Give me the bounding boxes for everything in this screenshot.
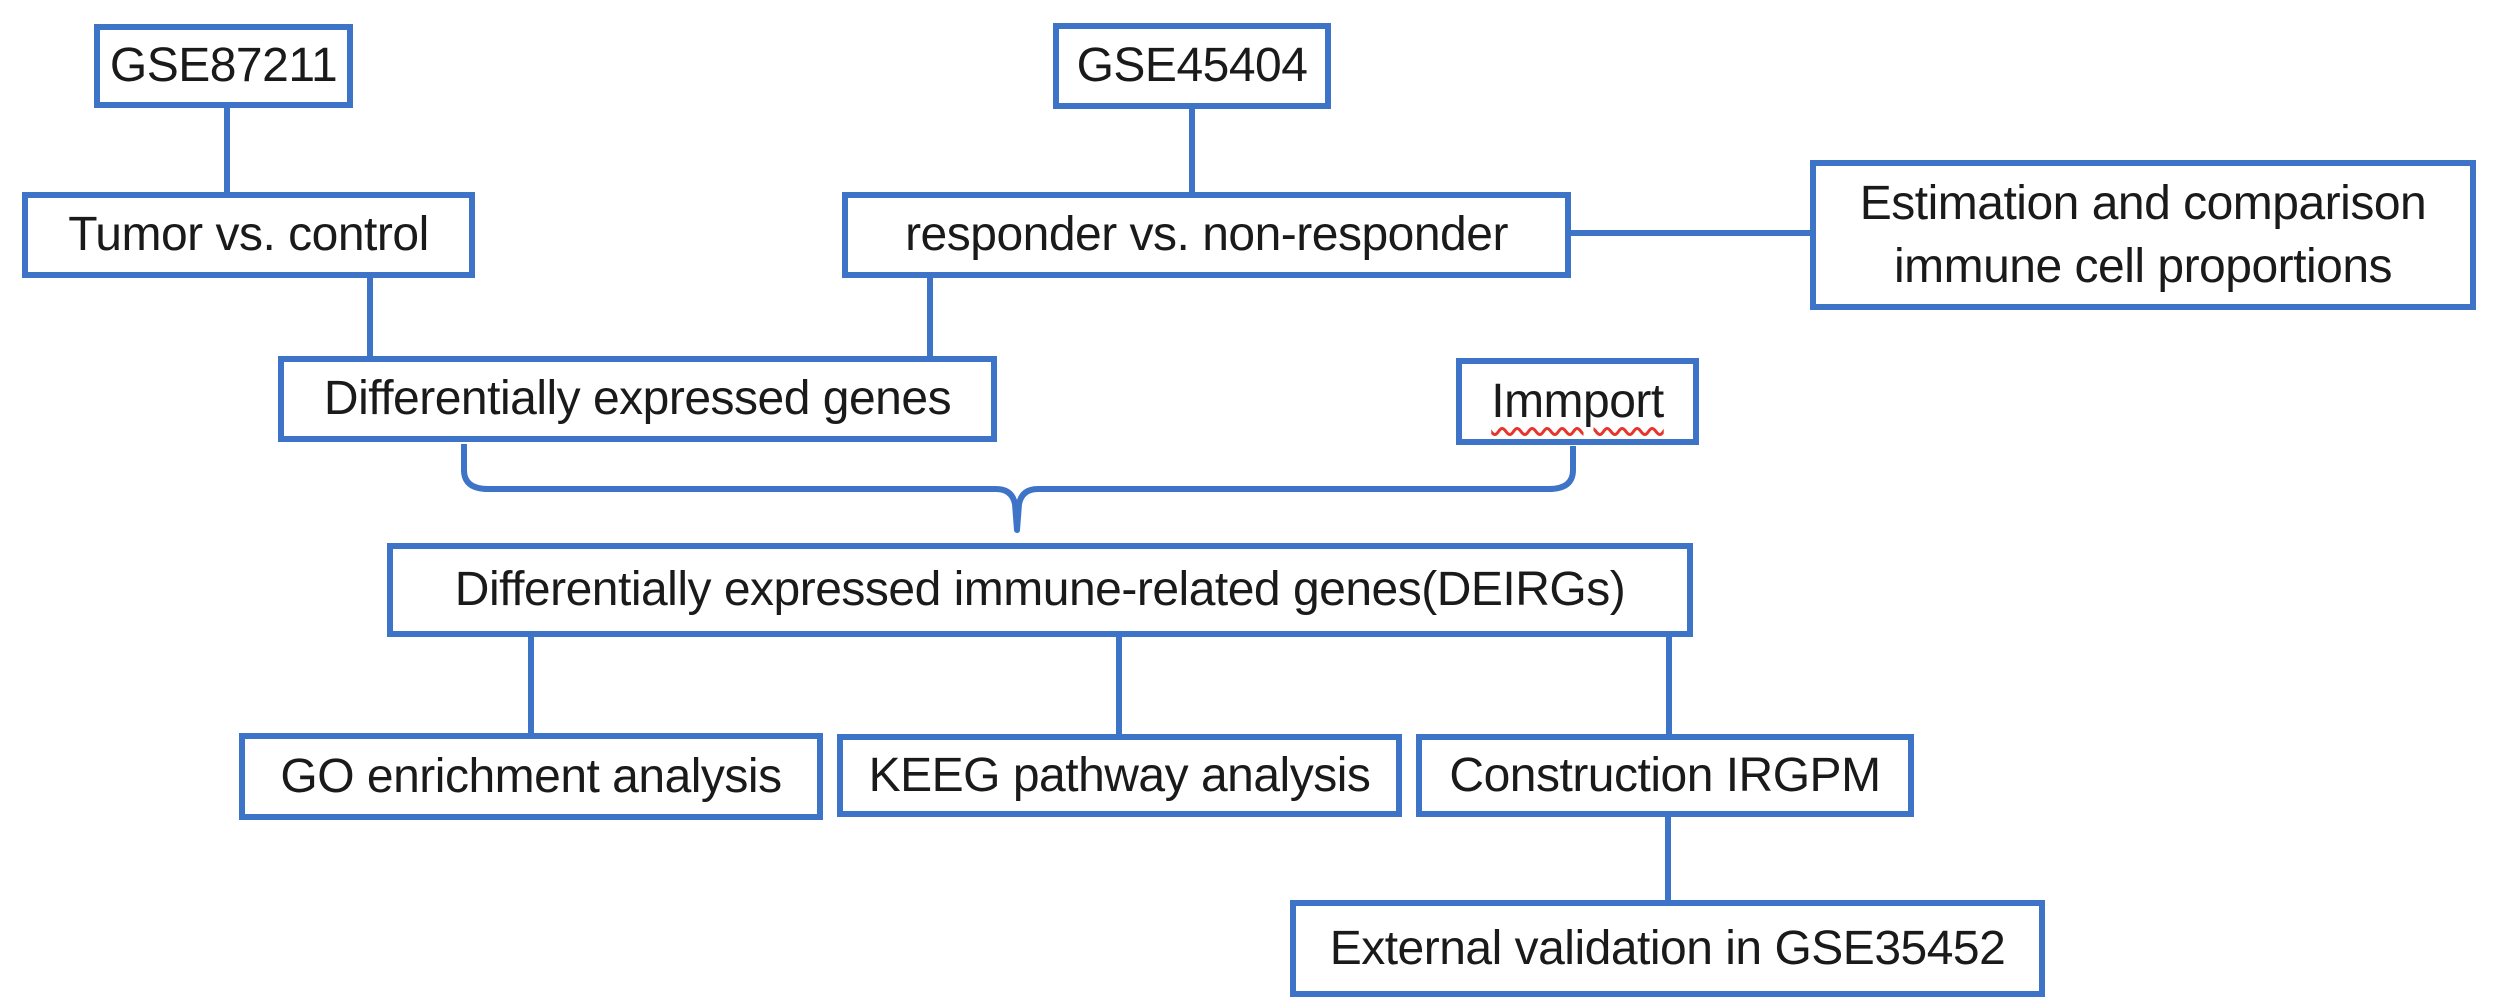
node-gse45404: GSE45404	[1053, 23, 1331, 109]
node-external-validation: External validation in GSE35452	[1290, 900, 2045, 997]
node-immport: Immport	[1456, 358, 1699, 445]
node-construction-irgpm: Construction IRGPM	[1416, 734, 1914, 817]
node-construction-irgpm-label: Construction IRGPM	[1449, 748, 1881, 802]
node-gse45404-label: GSE45404	[1076, 39, 1308, 93]
node-deirgs-label: Differentially expressed immune-related …	[454, 563, 1626, 617]
node-go-enrichment-analysis-label: GO enrichment analysis	[280, 749, 782, 803]
node-responder-vs-nonresponder: responder vs. non-responder	[842, 192, 1571, 278]
node-immune-cell-estimation-label: Estimation and comparison immune cell pr…	[1859, 176, 2427, 293]
edge-brace-deirgs	[461, 444, 1576, 533]
node-go-enrichment-analysis: GO enrichment analysis	[239, 733, 823, 820]
node-immport-label: Immport	[1491, 374, 1664, 428]
node-differentially-expressed-genes-label: Differentially expressed genes	[323, 372, 952, 426]
node-tumor-vs-control: Tumor vs. control	[22, 192, 475, 278]
node-gse87211-label: GSE87211	[109, 39, 338, 93]
node-external-validation-label: External validation in GSE35452	[1329, 921, 2006, 975]
node-keeg-pathway-analysis-label: KEEG pathway analysis	[868, 748, 1371, 802]
node-keeg-pathway-analysis: KEEG pathway analysis	[837, 734, 1402, 817]
node-immune-cell-estimation: Estimation and comparison immune cell pr…	[1810, 160, 2476, 310]
node-tumor-vs-control-label: Tumor vs. control	[68, 208, 429, 262]
node-responder-vs-nonresponder-label: responder vs. non-responder	[905, 208, 1508, 262]
node-differentially-expressed-genes: Differentially expressed genes	[278, 356, 997, 442]
node-deirgs: Differentially expressed immune-related …	[387, 543, 1693, 637]
node-gse87211: GSE87211	[94, 24, 353, 108]
